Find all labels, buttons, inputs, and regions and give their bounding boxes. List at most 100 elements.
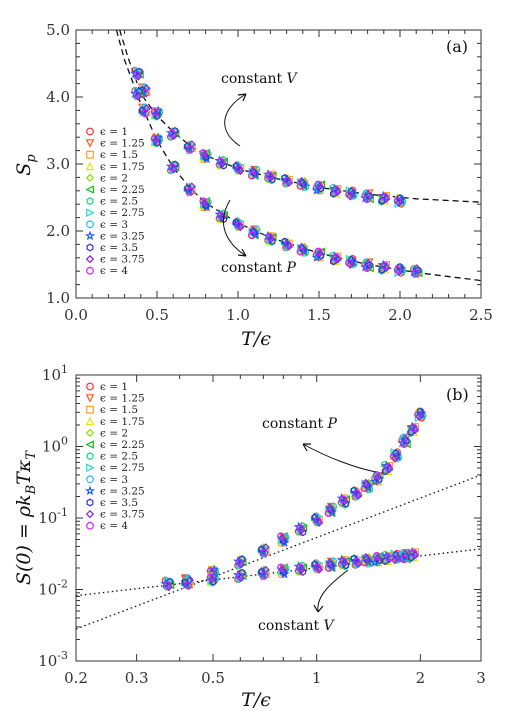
panel-a-data-point [248, 226, 258, 235]
panel-b-x-tick-label: 0.5 [201, 669, 225, 687]
panel-b-legend-label: ϵ = 3 [100, 474, 128, 486]
panel-a-legend-label: ϵ = 3.5 [100, 242, 138, 254]
panel-a-data-point [366, 192, 373, 201]
panel-b-legend-marker [85, 416, 95, 426]
panel-b-data-point [339, 557, 348, 565]
panel-b-data-point [184, 582, 192, 590]
panel-b-data-point [327, 505, 335, 514]
panel-b-data-point [293, 561, 304, 571]
panel-a-legend-label: ϵ = 2.5 [100, 196, 138, 208]
panel-b-legend-marker [86, 475, 94, 484]
panel-a-legend-marker [86, 208, 95, 217]
panel-b-legend-marker [85, 440, 94, 449]
panel-b-data-point [361, 478, 370, 487]
panel-a-data-points [130, 66, 423, 279]
panel-b-data-point [360, 484, 369, 493]
panel-b-data-point [277, 532, 285, 541]
panel-b-legend-marker [86, 405, 94, 414]
panel-b-arrow-constant-p [302, 443, 377, 473]
panel-a-data-point [202, 201, 209, 210]
panel-a-data-point [150, 134, 159, 143]
panel-b-data-point [260, 548, 269, 557]
panel-a-y-axis-title: Sp [13, 154, 39, 176]
panel-b-x-tick-label: 0.2 [64, 669, 88, 687]
panel-a-data-point [366, 261, 373, 270]
panel-a-data-point [381, 193, 389, 201]
panel-b-data-point [414, 410, 422, 419]
panel-a-legend: ϵ = 1ϵ = 1.25ϵ = 1.5ϵ = 1.75ϵ = 2ϵ = 2.2… [84, 126, 145, 277]
panel-b-y-tick-label: 10-2 [38, 578, 68, 599]
panel-b-legend-label: ϵ = 2.25 [100, 439, 145, 451]
panel-a-data-point [381, 262, 389, 270]
panel-a-fit-curves [115, 29, 482, 282]
panel-b-annotation-constant-p: constant P [262, 416, 338, 432]
panel-b-data-point [403, 436, 410, 445]
panel-a-x-tick-label: 2.5 [469, 306, 493, 324]
panel-a-data-point [232, 162, 243, 173]
panel-a-legend-marker [85, 139, 95, 148]
panel-a-data-point [265, 233, 274, 241]
panel-a-data-point [217, 157, 226, 166]
panel-b-data-point [325, 503, 334, 512]
panel-a-data-point [142, 84, 151, 93]
panel-a-data-point [296, 182, 305, 190]
panel-a-data-point [168, 163, 177, 172]
panel-b-x-axis-title: T/ϵ [241, 689, 271, 711]
panel-a-data-point [393, 197, 402, 205]
panel-b-legend-label: ϵ = 1 [100, 381, 128, 393]
panel-a-fit-curve [119, 29, 482, 203]
panel-b-data-point [232, 555, 243, 566]
panel-b-data-point [336, 554, 347, 565]
panel-a-legend-label: ϵ = 3.75 [100, 254, 145, 266]
panel-b-data-point [360, 558, 369, 567]
panel-b-data-points [160, 406, 427, 592]
panel-b-data-point [160, 578, 171, 589]
panel-b-data-point [185, 576, 194, 585]
panel-a-fit-curve [115, 29, 482, 282]
panel-a-annotation-constant-v: constant V [221, 71, 299, 87]
panel-a-legend-label: ϵ = 2.75 [100, 207, 145, 219]
panel-a-legend-label: ϵ = 4 [100, 265, 128, 277]
panel-b-legend-marker [84, 485, 96, 496]
panel-a-legend-marker [85, 173, 95, 183]
panel-a-data-point [364, 190, 373, 199]
panel-a-data-point [235, 165, 244, 173]
panel-b-legend-label: ϵ = 1.5 [100, 404, 138, 416]
panel-b-legend-marker [86, 498, 94, 507]
panel-b-data-point [381, 550, 392, 561]
panel-b-data-point [400, 440, 408, 448]
panel-a-data-point [248, 171, 256, 180]
panel-a-data-point [363, 195, 371, 203]
panel-b-data-point [389, 452, 398, 461]
panel-a-data-point [232, 219, 243, 229]
panel-a-data-point [283, 240, 292, 249]
panel-b-legend-marker [86, 452, 94, 461]
panel-a-data-point [378, 196, 386, 205]
panel-b-data-point [350, 487, 361, 497]
panel-a-legend-marker [85, 185, 94, 194]
panel-a-data-point [133, 70, 141, 79]
panel-a-y-tick-label: 3.0 [46, 155, 70, 173]
panel-a-data-point [411, 269, 420, 278]
panel-a-legend-marker [86, 266, 94, 275]
panel-b-data-point [235, 572, 244, 580]
panel-a-legend-marker [84, 230, 96, 241]
panel-b-arrowhead-constant-v [313, 604, 324, 613]
panel-a-data-point [364, 259, 373, 268]
panel-a-legend-label: ϵ = 2.25 [100, 184, 145, 196]
panel-b-arrowhead-constant-p [302, 443, 311, 452]
panel-b-data-point [336, 492, 347, 503]
panel-a-x-axis-title: T/ϵ [241, 328, 271, 350]
panel-b-data-point [311, 561, 322, 571]
panel-b-data-point [163, 581, 172, 589]
panel-b-data-point [372, 471, 381, 479]
panel-a-data-point [130, 68, 141, 78]
panel-b-data-point [353, 557, 361, 566]
panel-a-arrow-constant-v [224, 93, 247, 147]
panel-a-data-point [345, 259, 353, 267]
panel-a-data-point [330, 189, 337, 198]
panel-a-data-point [187, 182, 196, 191]
panel-a-y-tick-label: 5.0 [46, 21, 70, 39]
panel-a-data-point [186, 145, 195, 154]
panel-b-data-point [277, 563, 285, 572]
